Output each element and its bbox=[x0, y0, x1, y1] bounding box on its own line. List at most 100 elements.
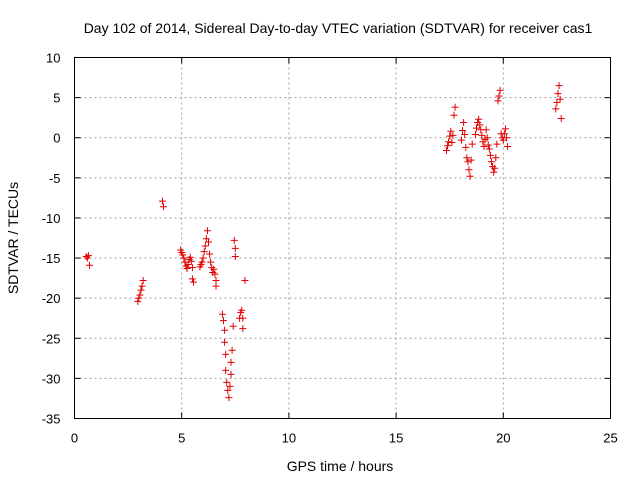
data-point-0-122 bbox=[557, 114, 565, 122]
data-point-0-46 bbox=[221, 338, 229, 346]
data-point-0-48 bbox=[222, 366, 230, 374]
data-point-0-119 bbox=[554, 90, 562, 98]
y-tick-label-2: 0 bbox=[53, 131, 60, 146]
data-point-0-58 bbox=[231, 244, 239, 252]
data-point-0-78 bbox=[461, 131, 469, 139]
data-point-0-51 bbox=[225, 394, 233, 402]
data-point-0-98 bbox=[484, 141, 492, 149]
data-point-0-55 bbox=[228, 346, 236, 354]
data-point-0-100 bbox=[486, 151, 494, 159]
data-point-0-121 bbox=[556, 95, 564, 103]
x-axis-label: GPS time / hours bbox=[287, 458, 394, 474]
data-point-0-49 bbox=[223, 378, 231, 386]
data-point-0-31 bbox=[201, 242, 209, 250]
data-point-0-18 bbox=[183, 264, 191, 272]
data-point-0-97 bbox=[483, 134, 491, 142]
data-point-0-73 bbox=[450, 111, 458, 119]
data-point-0-30 bbox=[200, 248, 208, 256]
data-point-0-63 bbox=[239, 314, 247, 322]
data-point-0-14 bbox=[179, 251, 187, 259]
chart-title: Day 102 of 2014, Sidereal Day-to-day VTE… bbox=[84, 20, 593, 36]
data-point-0-34 bbox=[205, 238, 212, 246]
data-point-0-15 bbox=[180, 254, 188, 262]
data-point-0-107 bbox=[494, 97, 502, 105]
data-point-0-62 bbox=[238, 306, 246, 314]
y-tick-label-0: 10 bbox=[46, 51, 60, 66]
data-point-0-115 bbox=[503, 134, 511, 142]
axis-ticks: 0 5 10 15 20 25 10 5 0 -5 -10 -15 -20 -25 -30 -35 bbox=[42, 51, 618, 446]
data-point-0-109 bbox=[496, 86, 504, 94]
data-point-0-74 bbox=[451, 103, 459, 111]
data-point-0-68 bbox=[445, 138, 453, 146]
data-point-0-5 bbox=[135, 294, 143, 302]
data-point-0-54 bbox=[227, 358, 235, 366]
data-point-0-43 bbox=[218, 310, 226, 318]
y-tick-label-5: -15 bbox=[42, 251, 61, 266]
data-point-0-65 bbox=[241, 277, 249, 285]
data-point-0-85 bbox=[468, 140, 476, 148]
y-tick-label-7: -25 bbox=[42, 331, 61, 346]
data-point-0-22 bbox=[187, 257, 195, 265]
data-point-0-33 bbox=[203, 227, 211, 235]
data-point-0-116 bbox=[504, 143, 512, 151]
y-tick-label-1: 5 bbox=[53, 91, 60, 106]
data-point-0-25 bbox=[189, 278, 197, 286]
data-point-0-36 bbox=[207, 258, 215, 266]
x-tick-label-1: 5 bbox=[178, 431, 185, 446]
data-point-0-96 bbox=[482, 126, 490, 134]
y-tick-label-4: -10 bbox=[42, 211, 61, 226]
data-point-0-83 bbox=[466, 172, 474, 180]
data-point-0-92 bbox=[478, 131, 486, 139]
data-point-0-81 bbox=[464, 158, 472, 166]
data-point-0-69 bbox=[446, 132, 454, 140]
x-tick-label-2: 10 bbox=[282, 431, 296, 446]
x-tick-label-0: 0 bbox=[71, 431, 78, 446]
data-point-0-114 bbox=[501, 125, 509, 133]
data-point-0-76 bbox=[459, 127, 467, 135]
data-point-0-35 bbox=[206, 250, 214, 258]
data-point-0-57 bbox=[230, 236, 238, 244]
data-point-0-117 bbox=[552, 105, 560, 113]
x-tick-label-3: 15 bbox=[389, 431, 403, 446]
data-point-0-39 bbox=[210, 265, 218, 273]
data-point-0-19 bbox=[184, 260, 192, 268]
data-point-0-99 bbox=[485, 145, 493, 153]
data-point-0-2 bbox=[84, 252, 92, 260]
data-point-0-87 bbox=[473, 124, 480, 132]
data-point-0-118 bbox=[553, 98, 561, 106]
grid bbox=[74, 57, 611, 419]
data-point-0-21 bbox=[186, 253, 194, 261]
data-point-0-42 bbox=[212, 282, 220, 290]
y-tick-label-8: -30 bbox=[42, 371, 61, 386]
y-tick-label-3: -5 bbox=[49, 171, 61, 186]
data-point-0-84 bbox=[467, 156, 475, 164]
data-point-0-40 bbox=[211, 270, 219, 278]
data-point-0-9 bbox=[139, 277, 147, 285]
plot-frame bbox=[74, 57, 611, 419]
data-point-0-120 bbox=[555, 82, 563, 90]
data-point-0-44 bbox=[220, 317, 228, 325]
data-point-0-59 bbox=[231, 252, 239, 260]
data-point-0-72 bbox=[449, 131, 457, 139]
x-tick-label-5: 25 bbox=[603, 431, 617, 446]
data-point-0-7 bbox=[137, 286, 145, 294]
data-point-0-23 bbox=[188, 264, 196, 272]
data-point-0-29 bbox=[199, 254, 207, 262]
data-point-0-45 bbox=[221, 326, 229, 334]
data-point-0-106 bbox=[493, 140, 501, 148]
data-point-0-56 bbox=[229, 322, 237, 330]
data-point-0-4 bbox=[134, 297, 142, 305]
data-point-0-47 bbox=[222, 350, 230, 358]
data-point-0-86 bbox=[471, 131, 479, 139]
data-point-0-66 bbox=[442, 147, 450, 155]
y-axis-label: SDTVAR / TECUs bbox=[5, 182, 21, 294]
data-point-0-24 bbox=[188, 275, 196, 283]
data-point-0-70 bbox=[447, 127, 455, 135]
data-point-0-52 bbox=[226, 382, 234, 390]
data-point-0-8 bbox=[138, 282, 146, 290]
data-points bbox=[82, 82, 565, 402]
data-point-0-90 bbox=[476, 121, 484, 129]
data-point-0-104 bbox=[491, 164, 499, 172]
data-point-0-28 bbox=[198, 258, 206, 266]
